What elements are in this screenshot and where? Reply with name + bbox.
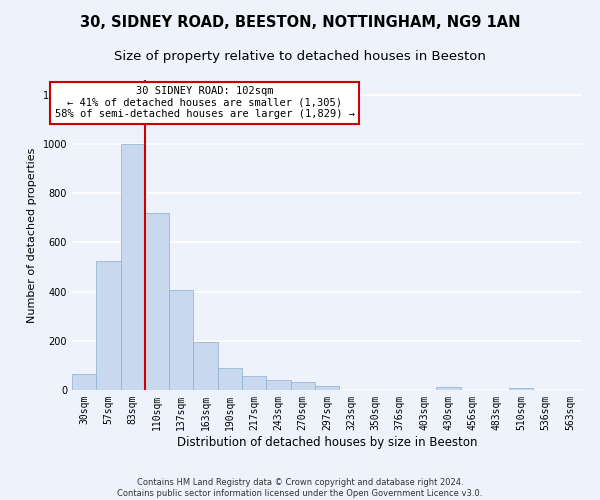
Bar (145, 213, 169, 390)
Text: 30 SIDNEY ROAD: 102sqm
← 41% of detached houses are smaller (1,305)
58% of semi-: 30 SIDNEY ROAD: 102sqm ← 41% of detached… (55, 86, 355, 120)
Y-axis label: Number of detached properties: Number of detached properties (27, 148, 37, 322)
Text: Contains HM Land Registry data © Crown copyright and database right 2024.
Contai: Contains HM Land Registry data © Crown c… (118, 478, 482, 498)
Text: 30, SIDNEY ROAD, BEESTON, NOTTINGHAM, NG9 1AN: 30, SIDNEY ROAD, BEESTON, NOTTINGHAM, NG… (80, 15, 520, 30)
Bar (315, 386, 339, 390)
Bar (509, 388, 533, 390)
Bar (96, 261, 121, 390)
Bar (193, 342, 218, 390)
Bar (218, 368, 242, 390)
Bar (242, 376, 266, 390)
Bar (436, 387, 461, 390)
Bar (72, 374, 96, 390)
Bar (266, 380, 290, 390)
Bar (121, 144, 145, 390)
X-axis label: Distribution of detached houses by size in Beeston: Distribution of detached houses by size … (177, 436, 477, 448)
Bar (169, 290, 193, 390)
Bar (290, 382, 315, 390)
Text: Size of property relative to detached houses in Beeston: Size of property relative to detached ho… (114, 50, 486, 63)
